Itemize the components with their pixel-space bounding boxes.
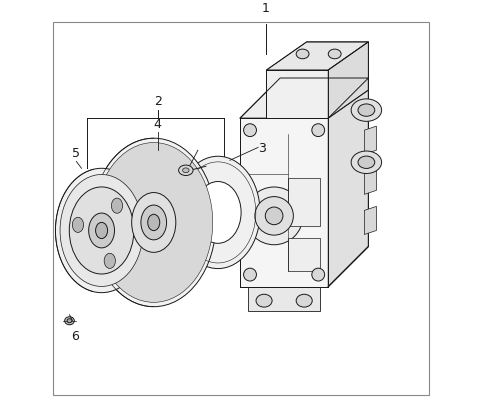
Ellipse shape: [351, 99, 382, 121]
Ellipse shape: [116, 172, 191, 273]
Ellipse shape: [129, 189, 179, 256]
Text: 2: 2: [154, 95, 162, 108]
Ellipse shape: [72, 217, 84, 232]
Ellipse shape: [104, 253, 115, 269]
Ellipse shape: [255, 197, 293, 235]
Ellipse shape: [92, 138, 216, 307]
Ellipse shape: [358, 104, 375, 116]
Polygon shape: [328, 42, 368, 118]
Ellipse shape: [112, 166, 195, 279]
Bar: [288, 239, 320, 271]
Ellipse shape: [136, 210, 155, 235]
Bar: [225, 207, 245, 225]
Ellipse shape: [65, 317, 74, 325]
Ellipse shape: [245, 187, 303, 245]
Ellipse shape: [141, 205, 167, 240]
Polygon shape: [364, 206, 376, 234]
Ellipse shape: [328, 49, 341, 59]
Text: 6: 6: [71, 330, 79, 343]
Text: 4: 4: [154, 118, 162, 131]
Ellipse shape: [358, 156, 375, 168]
Ellipse shape: [148, 214, 160, 231]
Ellipse shape: [95, 142, 213, 302]
Text: 1: 1: [262, 2, 270, 15]
Ellipse shape: [60, 175, 143, 287]
Polygon shape: [240, 78, 368, 118]
Ellipse shape: [96, 222, 108, 239]
Polygon shape: [328, 78, 368, 287]
Text: 3: 3: [258, 142, 266, 155]
Ellipse shape: [133, 195, 174, 250]
Ellipse shape: [67, 319, 72, 323]
Ellipse shape: [296, 49, 309, 59]
Ellipse shape: [312, 268, 324, 281]
Ellipse shape: [244, 268, 256, 281]
Ellipse shape: [120, 177, 187, 267]
Ellipse shape: [108, 160, 200, 285]
Ellipse shape: [176, 156, 260, 269]
Polygon shape: [364, 126, 376, 154]
Polygon shape: [364, 166, 376, 195]
Ellipse shape: [138, 201, 170, 244]
Ellipse shape: [103, 154, 204, 291]
Ellipse shape: [132, 193, 176, 252]
Ellipse shape: [125, 183, 183, 262]
Ellipse shape: [351, 151, 382, 173]
Bar: [288, 178, 320, 226]
Ellipse shape: [99, 149, 208, 297]
Ellipse shape: [182, 168, 189, 173]
Ellipse shape: [195, 182, 241, 243]
Polygon shape: [240, 118, 328, 287]
Ellipse shape: [265, 207, 283, 225]
Text: 5: 5: [72, 147, 80, 160]
Ellipse shape: [111, 198, 122, 213]
Polygon shape: [266, 70, 328, 118]
Ellipse shape: [179, 165, 193, 175]
Ellipse shape: [296, 294, 312, 307]
Ellipse shape: [56, 168, 148, 293]
Ellipse shape: [89, 213, 115, 248]
Ellipse shape: [69, 187, 134, 274]
Ellipse shape: [312, 124, 324, 137]
Ellipse shape: [256, 294, 272, 307]
Polygon shape: [266, 42, 368, 70]
Ellipse shape: [244, 124, 256, 137]
Polygon shape: [248, 287, 320, 311]
